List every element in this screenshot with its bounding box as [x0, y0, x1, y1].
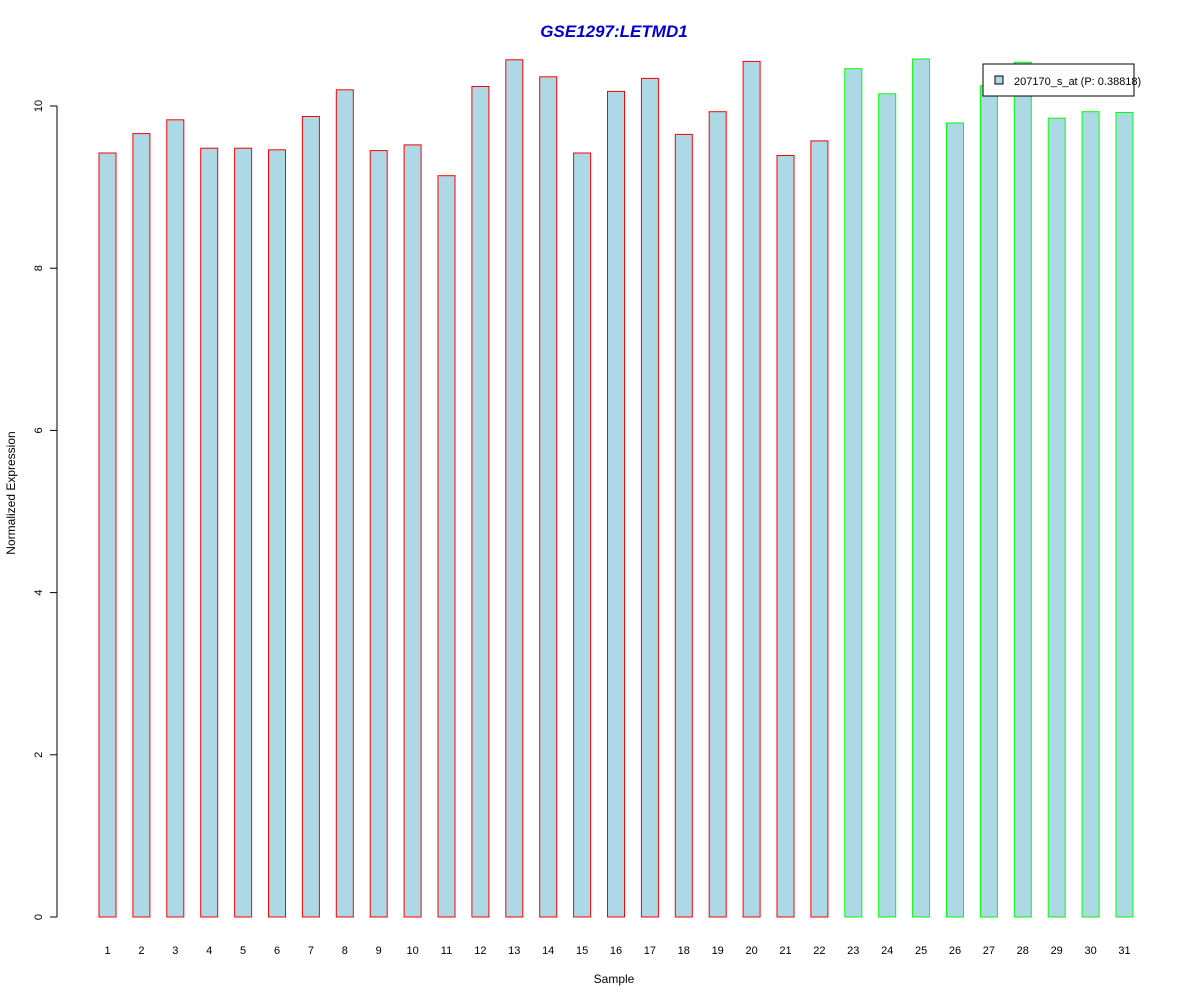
- x-tick-label: 1: [104, 945, 110, 957]
- bar-sample-23: [844, 68, 863, 918]
- x-tick-label: 6: [274, 945, 280, 957]
- bar-sample-26: [946, 122, 964, 918]
- bars-group: [98, 58, 1134, 918]
- bar-sample-15: [573, 152, 592, 918]
- bar-sample-22: [810, 140, 829, 918]
- bar-sample-28: [1013, 61, 1032, 918]
- x-tick-label: 7: [308, 945, 314, 957]
- bar-sample-30: [1081, 111, 1100, 918]
- bar-sample-12: [471, 86, 490, 918]
- x-tick-label: 14: [542, 945, 554, 957]
- bar-sample-14: [539, 76, 558, 918]
- x-tick-label: 24: [881, 945, 893, 957]
- bar-sample-1: [98, 152, 117, 918]
- bar-sample-17: [640, 77, 659, 918]
- bar-sample-24: [878, 93, 897, 918]
- bar-sample-7: [301, 116, 320, 918]
- legend-box: [982, 63, 1135, 97]
- bar-sample-21: [776, 155, 795, 918]
- bar-sample-6: [268, 149, 286, 918]
- x-tick-labels: 1 2 3 4 5 6 7 8 9 10 11 12 13 14 15 16 17 18 19 20 21 22 23 24 2…: [104, 945, 1130, 957]
- x-tick-label: 5: [240, 945, 246, 957]
- y-tick-label: 6: [33, 427, 45, 433]
- y-tick-label: 2: [33, 752, 45, 758]
- x-tick-label: 21: [779, 945, 791, 957]
- bar-sample-8: [335, 89, 354, 918]
- x-tick-label: 8: [342, 945, 348, 957]
- chart-title: GSE1297:LETMD1: [540, 22, 687, 41]
- bar-sample-19: [708, 111, 727, 918]
- x-tick-label: 26: [949, 945, 961, 957]
- y-axis-label: Normalized Expression: [4, 431, 18, 554]
- bar-sample-27: [979, 85, 998, 918]
- x-tick-label: 17: [644, 945, 656, 957]
- bar-sample-11: [437, 175, 456, 918]
- x-tick-label: 31: [1118, 945, 1130, 957]
- x-tick-label: 28: [1017, 945, 1029, 957]
- x-tick-label: 4: [206, 945, 212, 957]
- bar-sample-18: [674, 133, 693, 918]
- y-tick-label: 8: [33, 265, 45, 271]
- x-tick-label: 3: [172, 945, 178, 957]
- legend-label: 207170_s_at (P: 0.38818): [1014, 76, 1141, 88]
- bar-sample-16: [607, 90, 625, 918]
- x-tick-label: 9: [376, 945, 382, 957]
- y-tick-label: 4: [33, 590, 45, 596]
- x-tick-label: 2: [138, 945, 144, 957]
- x-tick-label: 11: [441, 945, 452, 957]
- y-tick-label: 10: [33, 100, 45, 112]
- x-tick-label: 10: [406, 945, 418, 957]
- x-tick-label: 30: [1084, 945, 1096, 957]
- bar-sample-4: [200, 147, 219, 918]
- bar-sample-29: [1047, 117, 1066, 918]
- x-tick-label: 13: [508, 945, 520, 957]
- x-tick-label: 12: [474, 945, 486, 957]
- bar-sample-10: [403, 144, 422, 918]
- bar-sample-5: [234, 147, 253, 918]
- x-tick-label: 15: [576, 945, 588, 957]
- x-tick-label: 22: [813, 945, 825, 957]
- bar-sample-2: [132, 133, 151, 918]
- bar-sample-3: [166, 119, 185, 918]
- legend: 207170_s_at (P: 0.38818): [982, 63, 1141, 97]
- bar-sample-9: [369, 150, 388, 918]
- x-tick-label: 20: [745, 945, 757, 957]
- x-tick-label: 29: [1051, 945, 1063, 957]
- bar-sample-25: [912, 58, 931, 918]
- bar-sample-13: [505, 59, 524, 918]
- x-axis-label: Sample: [594, 972, 635, 986]
- y-axis: 0 2 4 6 8 10: [33, 100, 58, 920]
- x-tick-label: 19: [712, 945, 724, 957]
- x-tick-label: 18: [678, 945, 690, 957]
- x-tick-label: 27: [983, 945, 995, 957]
- legend-swatch: [994, 75, 1004, 85]
- bar-sample-31: [1115, 112, 1134, 918]
- x-tick-label: 25: [915, 945, 927, 957]
- x-tick-label: 23: [847, 945, 859, 957]
- y-tick-label: 0: [33, 914, 45, 920]
- x-tick-label: 16: [610, 945, 622, 957]
- bar-sample-20: [742, 60, 761, 918]
